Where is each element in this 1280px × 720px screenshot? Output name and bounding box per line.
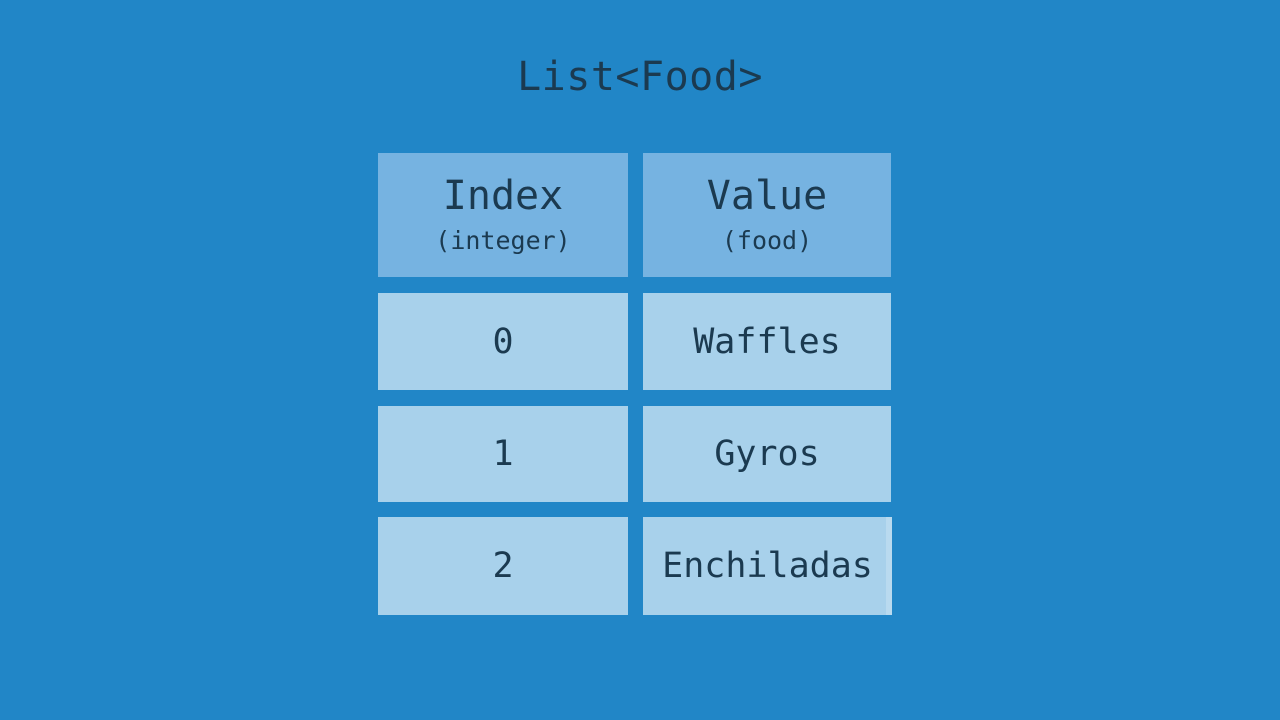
row1-value-cell: Gyros (643, 406, 891, 502)
value-column-label: Value (706, 173, 828, 219)
row0-value-cell: Waffles (643, 293, 891, 390)
row2-index-cell: 2 (378, 517, 628, 615)
row0-index-cell: 0 (378, 293, 628, 390)
value-column-header-cell: Value (food) (643, 153, 891, 277)
index-column-label: Index (442, 173, 564, 219)
index-column-header-cell: Index (integer) (378, 153, 628, 277)
index-column-type-label: (integer) (435, 226, 571, 255)
cell-edge-highlight (886, 517, 892, 615)
value-column-type-label: (food) (721, 226, 813, 255)
row2-value-cell: Enchiladas (643, 517, 892, 615)
page-title: List<Food> (517, 54, 763, 100)
row1-index-cell: 1 (378, 406, 628, 502)
